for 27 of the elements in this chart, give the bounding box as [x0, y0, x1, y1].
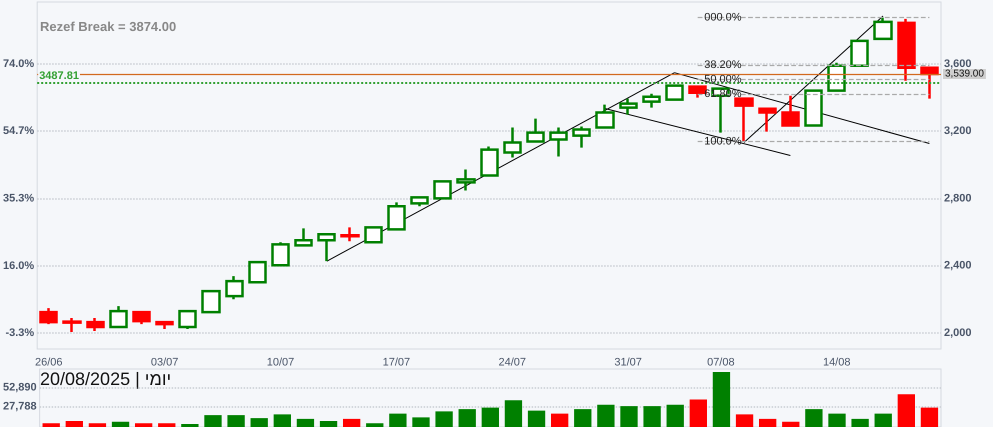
x-tick-label: 07/08 [707, 356, 735, 368]
y2-tick-label: 16.0% [2, 260, 34, 272]
annotation: Rezef Break = 3874.00 [40, 19, 176, 34]
y-tick-label: 2,400 [944, 260, 972, 272]
y2-tick-label: 74.0% [2, 58, 34, 70]
y-tick-label: 2,000 [944, 327, 972, 340]
annotation: 38.20% [704, 58, 742, 71]
y-tick-label: 27,788 [2, 400, 37, 412]
ref-line-label: 3487.81 [39, 70, 79, 82]
x-tick-label: 10/07 [266, 356, 294, 368]
x-tick-label: 14/08 [822, 356, 850, 368]
y2-tick-label: 54.7% [2, 124, 34, 137]
annotation: 100.0% [704, 136, 742, 148]
x-tick-label: 26/06 [35, 356, 63, 368]
y-tick-label: 2,800 [944, 192, 972, 204]
annotation: 000.0% [704, 12, 742, 24]
x-tick-label: 31/07 [614, 356, 642, 368]
y2-tick-label: 35.3% [2, 192, 34, 205]
y-tick-label: 3,600 [944, 58, 972, 70]
y-tick-label: 3,200 [944, 125, 972, 138]
annotation: יומי | 20/08/2025 [40, 369, 172, 389]
y-tick-label: 52,890 [2, 382, 37, 394]
x-tick-label: 03/07 [150, 356, 178, 368]
x-tick-label: 17/07 [382, 356, 410, 368]
y2-tick-label: -3.3% [5, 327, 34, 340]
ref-line-label: 3,539.00 [945, 68, 984, 80]
x-tick-label: 24/07 [498, 356, 526, 368]
